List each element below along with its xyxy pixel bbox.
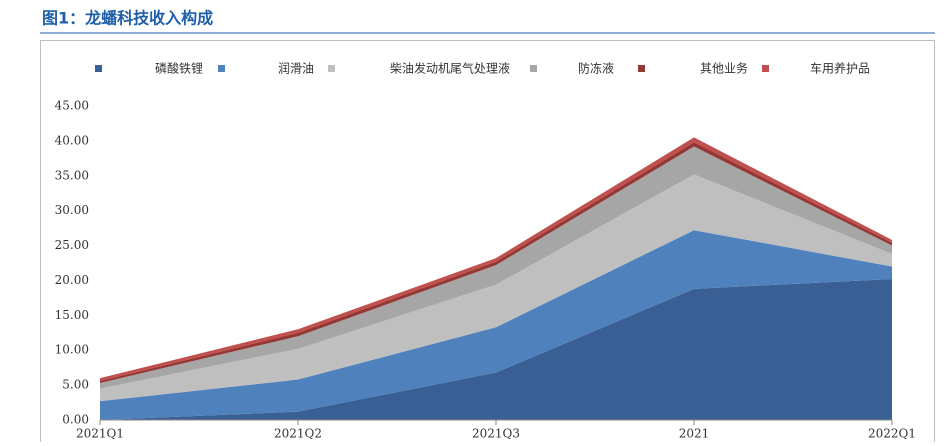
x-tick-label: 2021Q1 (76, 427, 124, 441)
legend-label: 其他业务 (700, 61, 748, 76)
x-tick-label: 2022Q1 (868, 427, 916, 441)
y-tick-label: 0.00 (62, 413, 89, 427)
y-tick-label: 5.00 (62, 378, 89, 392)
area (100, 142, 892, 384)
legend-marker (530, 65, 537, 72)
y-tick-label: 20.00 (55, 273, 89, 287)
legend-marker (762, 65, 769, 72)
y-tick-label: 40.00 (55, 133, 89, 147)
legend-label: 车用养护品 (810, 61, 870, 76)
y-tick-label: 30.00 (55, 203, 89, 217)
x-tick-label: 2021Q3 (472, 427, 520, 441)
legend-label: 柴油发动机尾气处理液 (390, 61, 510, 76)
y-tick-label: 10.00 (55, 343, 89, 357)
legend-marker (638, 65, 645, 72)
y-tick-label: 35.00 (55, 168, 89, 182)
x-tick-label: 2021Q2 (274, 427, 322, 441)
y-tick-label: 15.00 (55, 308, 89, 322)
area (100, 146, 892, 389)
legend-marker (218, 65, 225, 72)
area (100, 230, 892, 420)
legend-marker (328, 65, 335, 72)
y-tick-label: 45.00 (55, 99, 89, 113)
legend-label: 防冻液 (578, 61, 614, 76)
chart-frame (40, 40, 935, 446)
area (100, 279, 892, 420)
legend-label: 磷酸铁锂 (155, 61, 203, 76)
area (100, 174, 892, 402)
area (100, 137, 892, 381)
x-tick-label: 2021 (679, 427, 710, 441)
y-tick-label: 25.00 (55, 238, 89, 252)
legend-label: 润滑油 (278, 62, 314, 76)
legend-marker (95, 65, 102, 72)
chart-title: 图1：龙蟠科技收入构成 (42, 9, 213, 28)
